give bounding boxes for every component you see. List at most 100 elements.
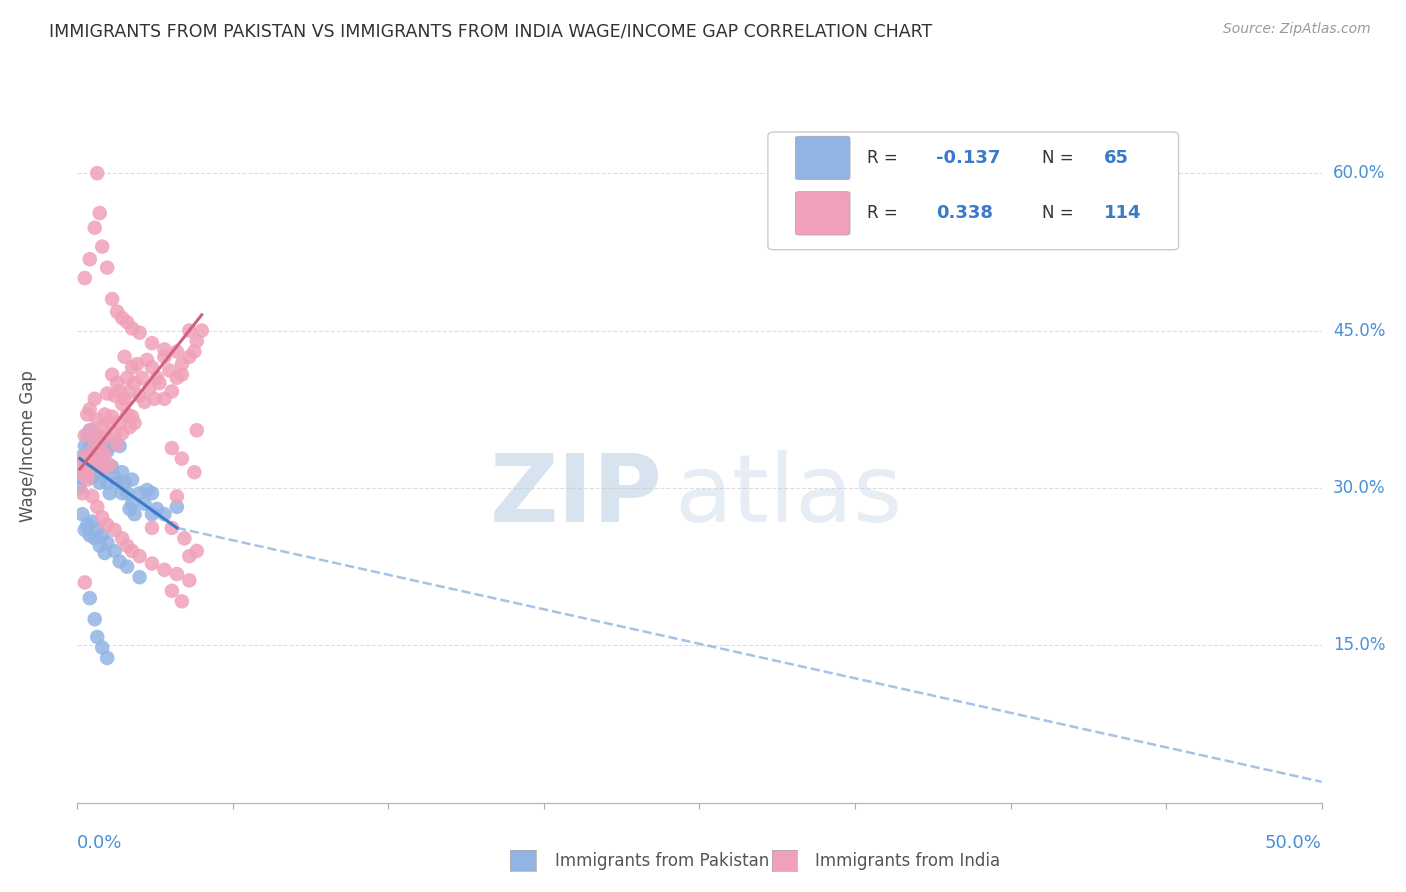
Text: Immigrants from Pakistan: Immigrants from Pakistan bbox=[534, 852, 769, 870]
Point bbox=[86, 465, 108, 479]
Point bbox=[72, 450, 94, 464]
Point bbox=[96, 517, 118, 532]
Point bbox=[72, 507, 94, 521]
Point bbox=[101, 368, 124, 382]
Text: R =: R = bbox=[868, 204, 904, 222]
FancyBboxPatch shape bbox=[796, 136, 851, 180]
Point bbox=[98, 486, 121, 500]
Point bbox=[124, 507, 146, 521]
Text: 0.338: 0.338 bbox=[936, 204, 993, 222]
Point bbox=[93, 408, 115, 422]
Point bbox=[76, 473, 98, 487]
Point bbox=[91, 420, 114, 434]
Point bbox=[191, 324, 214, 338]
Point bbox=[141, 360, 163, 375]
Point bbox=[96, 386, 118, 401]
Point bbox=[93, 439, 115, 453]
Point bbox=[157, 363, 180, 377]
Point bbox=[170, 451, 193, 466]
Point bbox=[141, 507, 163, 521]
Point bbox=[91, 239, 114, 253]
Point bbox=[93, 460, 115, 475]
Point bbox=[170, 357, 193, 371]
Point bbox=[86, 166, 108, 180]
Point bbox=[91, 510, 114, 524]
Point bbox=[134, 497, 156, 511]
Text: R =: R = bbox=[868, 149, 904, 167]
Point bbox=[101, 292, 124, 306]
Point bbox=[101, 409, 124, 424]
Point bbox=[121, 360, 143, 375]
Text: 0.0%: 0.0% bbox=[77, 834, 122, 852]
Point bbox=[93, 546, 115, 560]
Point bbox=[98, 416, 121, 430]
Point bbox=[89, 428, 111, 442]
Point bbox=[108, 554, 131, 568]
Point bbox=[83, 428, 105, 442]
Point bbox=[76, 465, 98, 479]
Point bbox=[183, 465, 205, 479]
Point bbox=[179, 574, 201, 588]
Point bbox=[128, 389, 150, 403]
Text: 30.0%: 30.0% bbox=[1333, 479, 1385, 497]
Point bbox=[143, 392, 166, 406]
Point bbox=[73, 428, 96, 442]
Point bbox=[136, 483, 159, 497]
Point bbox=[69, 481, 91, 495]
Point bbox=[111, 310, 134, 325]
Point bbox=[93, 447, 115, 461]
Point bbox=[179, 350, 201, 364]
Point bbox=[79, 439, 101, 453]
Point bbox=[82, 515, 104, 529]
Point bbox=[82, 489, 104, 503]
Point bbox=[76, 450, 98, 464]
Point bbox=[148, 376, 170, 390]
Point bbox=[69, 460, 91, 475]
Point bbox=[153, 350, 176, 364]
Point bbox=[166, 500, 188, 514]
Point bbox=[166, 344, 188, 359]
Point bbox=[121, 409, 143, 424]
Text: 15.0%: 15.0% bbox=[1333, 636, 1385, 655]
Point bbox=[128, 570, 150, 584]
Point bbox=[89, 450, 111, 464]
Point bbox=[89, 475, 111, 490]
Point bbox=[73, 460, 96, 475]
Point bbox=[124, 376, 146, 390]
Point bbox=[115, 559, 138, 574]
Text: 65: 65 bbox=[1104, 149, 1129, 167]
Point bbox=[83, 444, 105, 458]
Text: atlas: atlas bbox=[675, 450, 903, 542]
Point bbox=[111, 465, 134, 479]
Point bbox=[115, 315, 138, 329]
Point bbox=[160, 583, 183, 598]
Point bbox=[105, 304, 128, 318]
Point bbox=[96, 444, 118, 458]
Point bbox=[153, 563, 176, 577]
Point bbox=[105, 437, 128, 451]
Point bbox=[96, 431, 118, 445]
Point bbox=[186, 423, 208, 437]
Point bbox=[121, 497, 143, 511]
Point bbox=[91, 528, 114, 542]
Point bbox=[138, 381, 160, 395]
Point bbox=[153, 507, 176, 521]
Point bbox=[89, 539, 111, 553]
Point bbox=[96, 475, 118, 490]
Point bbox=[125, 357, 148, 371]
Point bbox=[134, 395, 156, 409]
Point bbox=[153, 343, 176, 357]
Point bbox=[118, 502, 141, 516]
Point bbox=[104, 470, 127, 484]
Point bbox=[76, 408, 98, 422]
Point bbox=[104, 544, 127, 558]
Point bbox=[186, 544, 208, 558]
Point bbox=[186, 334, 208, 348]
Point bbox=[86, 434, 108, 448]
Point bbox=[108, 416, 131, 430]
Point bbox=[166, 371, 188, 385]
Point bbox=[83, 220, 105, 235]
Point bbox=[153, 392, 176, 406]
Text: N =: N = bbox=[1042, 204, 1078, 222]
Point bbox=[101, 460, 124, 475]
